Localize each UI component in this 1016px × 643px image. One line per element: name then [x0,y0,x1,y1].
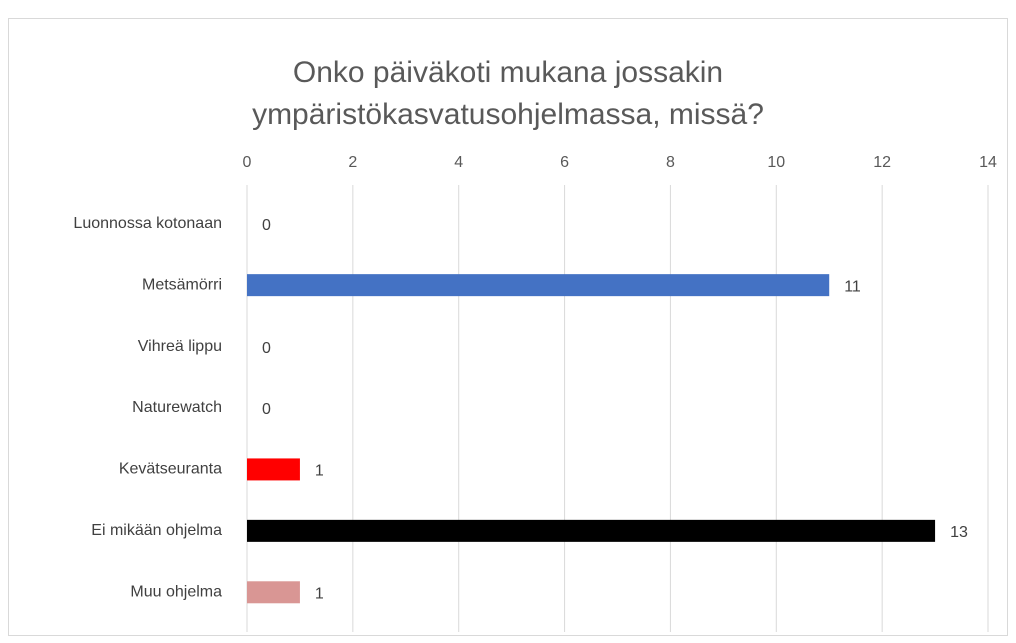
y-tick-label: Luonnossa kotonaan [73,215,222,232]
bar [247,458,300,481]
chart-title: ympäristökasvatusohjelmassa, missä? [252,98,764,131]
x-tick-label: 0 [243,154,252,171]
y-tick-label: Metsämörri [142,276,222,293]
x-tick-label: 6 [560,154,569,171]
data-label: 0 [262,217,271,234]
data-label: 13 [950,524,968,541]
data-label: 11 [844,278,861,295]
x-tick-label: 8 [666,154,675,171]
bar [247,274,830,297]
x-tick-label: 10 [767,154,785,171]
x-tick-label: 4 [454,154,463,171]
data-label: 1 [315,463,324,480]
x-tick-label: 12 [873,154,891,171]
x-tick-label: 2 [348,154,357,171]
x-tick-label: 14 [979,154,997,171]
y-tick-label: Ei mikään ohjelma [91,522,222,539]
chart-title: Onko päiväkoti mukana jossakin [293,56,723,89]
data-label: 0 [262,340,271,357]
y-tick-label: Vihreä lippu [138,338,222,355]
data-label: 1 [315,586,324,603]
data-label: 0 [262,401,271,418]
y-tick-label: Kevätseuranta [119,461,222,478]
y-tick-label: Naturewatch [132,399,222,416]
bar [247,581,300,604]
y-tick-label: Muu ohjelma [130,584,222,601]
bar [247,519,936,542]
